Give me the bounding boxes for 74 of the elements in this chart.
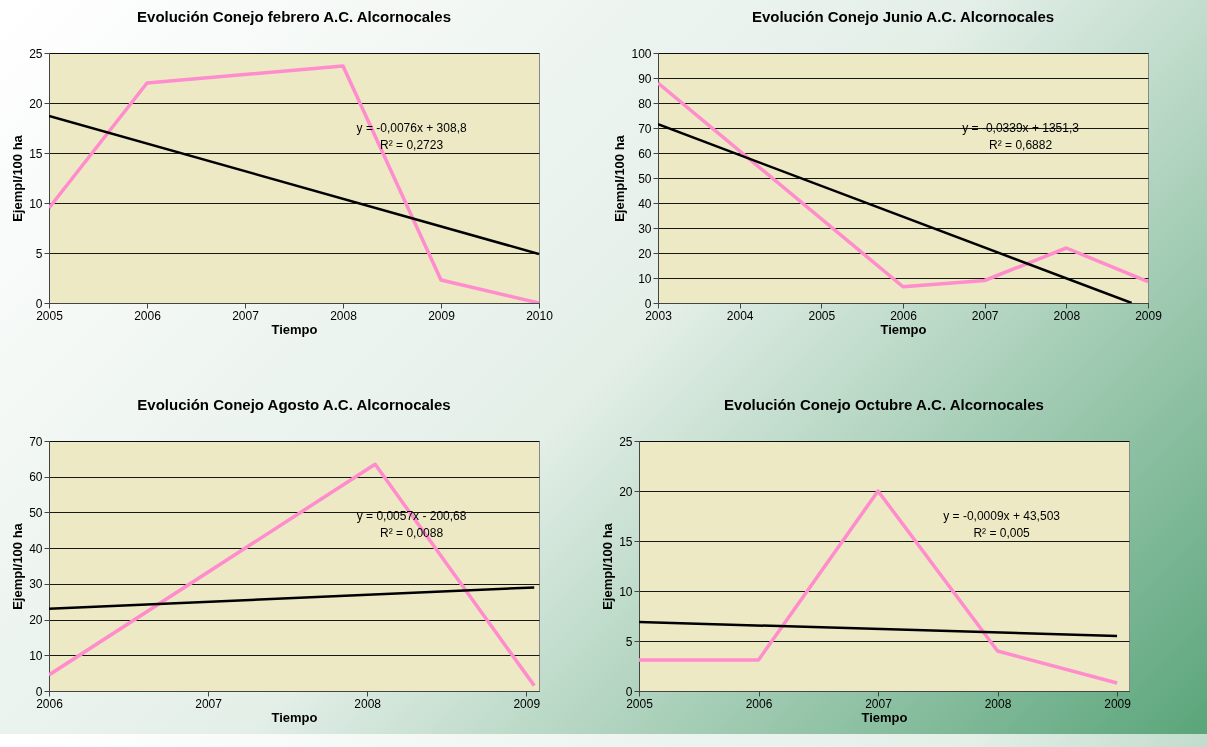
x-tick-label: 2006: [745, 696, 773, 711]
x-tick-label: 2009: [1104, 696, 1132, 711]
x-tick-label: 2008: [984, 696, 1012, 711]
y-tick-label: 10: [619, 584, 633, 599]
y-axis-title: Ejempl/100 ha: [10, 522, 26, 610]
y-tick-label: 60: [29, 470, 43, 485]
y-tick-label: 100: [631, 46, 652, 61]
y-tick-label: 5: [625, 634, 633, 649]
annotation: y = -0,0076x + 308,8: [356, 121, 467, 135]
x-tick-label: 2006: [36, 696, 64, 711]
y-tick-label: 5: [35, 246, 43, 261]
x-tick-label: 2007: [971, 308, 999, 323]
y-tick-label: 10: [638, 271, 652, 286]
x-tick-label: 2009: [513, 696, 541, 711]
x-axis-title: Tiempo: [880, 321, 927, 337]
annotation: R² = 0,2723: [380, 138, 444, 152]
annotation: R² = 0,0088: [380, 526, 444, 540]
line-series: [639, 489, 1119, 685]
y-tick-label: 0: [644, 296, 652, 311]
y-tick-label: 80: [638, 96, 652, 111]
x-tick-label: 2005: [626, 696, 654, 711]
y-tick-label: 15: [29, 146, 43, 161]
y-tick-label: 40: [29, 541, 43, 556]
x-tick-label: 2004: [726, 308, 754, 323]
y-tick-label: 20: [638, 246, 652, 261]
x-tick-label: 2005: [808, 308, 836, 323]
chart-title: Evolución Conejo Junio A.C. Alcornocales: [751, 8, 1055, 25]
y-tick-label: 30: [29, 577, 43, 592]
x-axis-title: Tiempo: [271, 321, 318, 337]
y-tick-label: 15: [619, 534, 633, 549]
y-tick-label: 70: [638, 121, 652, 136]
y-tick-label: 20: [29, 96, 43, 111]
x-tick-label: 2010: [526, 308, 554, 323]
x-tick-label: 2007: [195, 696, 223, 711]
x-tick-label: 2006: [134, 308, 162, 323]
annotation: R² = 0,005: [973, 526, 1031, 540]
y-tick-label: 0: [35, 684, 43, 699]
y-tick-label: 50: [29, 505, 43, 520]
y-tick-label: 0: [625, 684, 633, 699]
y-tick-label: 0: [35, 296, 43, 311]
y-tick-label: 60: [638, 146, 652, 161]
x-tick-label: 2007: [865, 696, 893, 711]
x-tick-label: 2006: [890, 308, 918, 323]
y-axis-title: Ejempl/100 ha: [10, 134, 26, 222]
x-tick-label: 2005: [36, 308, 64, 323]
y-tick-label: 20: [29, 613, 43, 628]
y-tick-label: 20: [619, 484, 633, 499]
chart-title: Evolución Conejo Octubre A.C. Alcornocales: [724, 396, 1044, 413]
y-tick-label: 25: [619, 434, 633, 449]
x-tick-label: 2008: [1053, 308, 1081, 323]
line-series: [658, 81, 1148, 289]
y-tick-label: 40: [638, 196, 652, 211]
x-tick-label: 2009: [428, 308, 456, 323]
chart-title: Evolución Conejo febrero A.C. Alcornocales: [137, 8, 451, 25]
x-tick-label: 2008: [354, 696, 382, 711]
x-tick-label: 2003: [645, 308, 673, 323]
y-tick-label: 50: [638, 171, 652, 186]
annotation: y = -0,0009x + 43,503: [943, 509, 1061, 523]
y-tick-label: 25: [29, 46, 43, 61]
annotation: R² = 0,6882: [989, 138, 1053, 152]
y-axis-title: Ejempl/100 ha: [600, 522, 616, 610]
y-tick-label: 30: [638, 221, 652, 236]
y-tick-label: 10: [29, 196, 43, 211]
chart-title: Evolución Conejo Agosto A.C. Alcornocales: [137, 396, 451, 413]
annotation: y = 0,0057x - 200,68: [356, 509, 467, 523]
x-tick-label: 2007: [232, 308, 260, 323]
x-axis-title: Tiempo: [271, 709, 318, 725]
y-tick-label: 70: [29, 434, 43, 449]
y-tick-label: 90: [638, 71, 652, 86]
x-axis-title: Tiempo: [861, 709, 908, 725]
x-tick-label: 2008: [330, 308, 358, 323]
y-tick-label: 10: [29, 648, 43, 663]
x-tick-label: 2009: [1135, 308, 1163, 323]
y-axis-title: Ejempl/100 ha: [612, 134, 628, 222]
